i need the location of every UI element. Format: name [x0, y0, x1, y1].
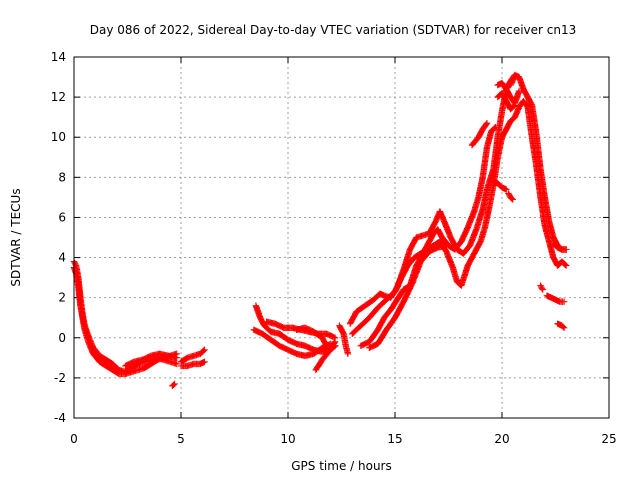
data-point-track [507, 73, 518, 89]
y-tick-label: -2 [54, 371, 66, 385]
x-tick-label: 15 [387, 432, 402, 446]
y-tick-label: 2 [58, 291, 66, 305]
data-point-track [349, 97, 570, 337]
data-point-track [312, 342, 339, 374]
y-tick-label: 10 [51, 130, 66, 144]
x-axis-ticks: 0 5 10 15 20 25 [70, 57, 617, 446]
y-tick-label: 8 [58, 170, 66, 184]
x-tick-label: 5 [177, 432, 185, 446]
y-tick-label: 14 [51, 50, 66, 64]
data-point-track [505, 190, 516, 203]
data-point-track [169, 380, 178, 390]
data-point-track [494, 79, 523, 107]
data-point-track [550, 240, 570, 253]
x-tick-label: 0 [70, 432, 78, 446]
data-point-track [346, 71, 570, 327]
data-point-track [494, 89, 518, 113]
y-axis-label: SDTVAR / TECUs [9, 188, 23, 286]
data-point-track [543, 292, 568, 305]
data-points [70, 71, 570, 390]
y-tick-label: 0 [58, 331, 66, 345]
x-tick-label: 25 [601, 432, 616, 446]
data-point-track [336, 322, 352, 357]
y-axis-ticks: -4 -2 0 2 4 6 8 10 12 14 [51, 50, 609, 425]
data-point-track [177, 358, 208, 370]
data-point-track [250, 326, 334, 359]
data-point-track [70, 264, 180, 378]
y-tick-label: -4 [54, 411, 66, 425]
plot-frame [73, 56, 610, 419]
data-point-track [366, 242, 450, 351]
x-tick-label: 20 [494, 432, 509, 446]
chart-title: Day 086 of 2022, Sidereal Day-to-day VTE… [90, 23, 577, 37]
data-point-track [468, 120, 491, 149]
data-point-track [554, 320, 568, 331]
y-tick-label: 6 [58, 210, 66, 224]
data-point-track [177, 346, 208, 365]
y-tick-label: 4 [58, 251, 66, 265]
y-tick-label: 12 [51, 90, 66, 104]
x-tick-label: 10 [280, 432, 295, 446]
data-point-track [122, 350, 180, 370]
data-point-track [537, 282, 546, 293]
x-axis-label: GPS time / hours [291, 459, 392, 473]
data-point-track [490, 178, 510, 193]
